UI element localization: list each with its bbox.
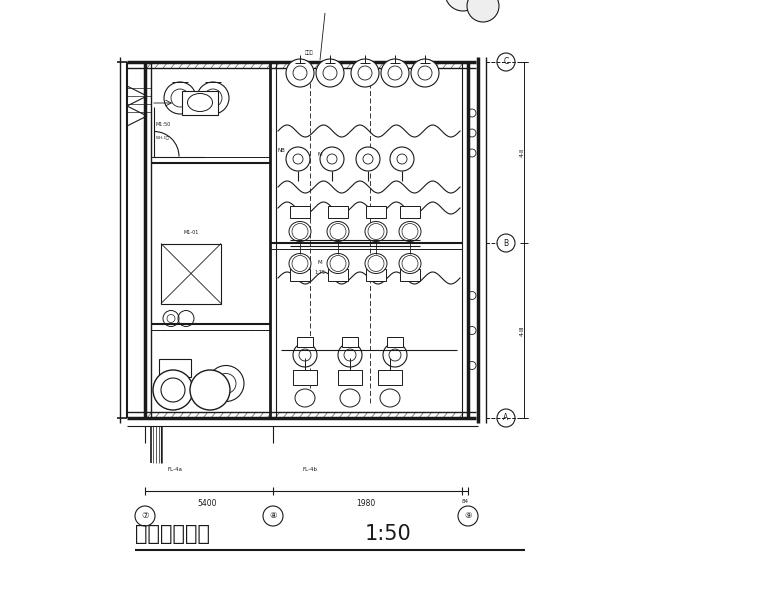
Circle shape (445, 0, 481, 11)
Circle shape (164, 82, 196, 114)
Ellipse shape (327, 222, 349, 241)
Text: M: M (318, 260, 322, 265)
Text: FL-4a: FL-4a (167, 467, 182, 472)
Ellipse shape (289, 253, 311, 274)
Bar (293, 370, 317, 385)
Bar (290, 269, 310, 281)
Bar (328, 206, 348, 218)
Bar (290, 206, 310, 218)
Circle shape (293, 343, 317, 367)
Text: M1-01: M1-01 (183, 229, 198, 234)
Ellipse shape (161, 378, 189, 408)
Bar (387, 337, 403, 347)
Circle shape (411, 59, 439, 87)
Text: 卫生间平面图: 卫生间平面图 (135, 524, 210, 544)
Circle shape (153, 370, 193, 410)
Text: 4·Ⅱ: 4·Ⅱ (520, 148, 525, 157)
Text: 4·Ⅲ: 4·Ⅲ (520, 325, 525, 336)
Bar (400, 269, 420, 281)
Ellipse shape (380, 389, 400, 407)
Text: C: C (503, 57, 508, 67)
Text: NB: NB (278, 148, 286, 153)
Ellipse shape (365, 253, 387, 274)
Text: WH-1型: WH-1型 (156, 135, 169, 139)
Circle shape (383, 343, 407, 367)
Circle shape (286, 147, 310, 171)
Circle shape (351, 59, 379, 87)
Bar (366, 206, 386, 218)
Bar (342, 337, 358, 347)
Text: 5400: 5400 (198, 499, 217, 508)
Bar (328, 269, 348, 281)
Bar (159, 359, 191, 377)
Circle shape (286, 59, 314, 87)
Text: ⑧: ⑧ (269, 511, 277, 520)
Text: ⑦: ⑦ (141, 511, 149, 520)
Text: A: A (503, 414, 508, 423)
Circle shape (197, 82, 229, 114)
Bar (378, 370, 402, 385)
Circle shape (467, 0, 499, 22)
Ellipse shape (365, 222, 387, 241)
Text: 84: 84 (461, 499, 468, 504)
Text: B: B (503, 238, 508, 247)
Circle shape (390, 147, 414, 171)
Ellipse shape (399, 222, 421, 241)
Ellipse shape (289, 222, 311, 241)
Bar (366, 269, 386, 281)
Circle shape (320, 147, 344, 171)
Bar (182, 91, 218, 114)
Text: M: M (318, 151, 322, 157)
Text: M1:50: M1:50 (156, 123, 171, 128)
Text: FL-4b: FL-4b (302, 467, 318, 472)
Circle shape (356, 147, 380, 171)
Text: 1:50: 1:50 (365, 524, 412, 544)
Bar (400, 206, 420, 218)
Bar (338, 370, 362, 385)
Circle shape (338, 343, 362, 367)
Text: 立面图: 立面图 (305, 50, 314, 55)
Text: ⑨: ⑨ (464, 511, 472, 520)
Ellipse shape (399, 253, 421, 274)
Ellipse shape (188, 94, 213, 111)
Ellipse shape (295, 389, 315, 407)
Text: 1980: 1980 (356, 499, 375, 508)
Circle shape (316, 59, 344, 87)
Circle shape (208, 365, 244, 402)
Bar (161, 244, 221, 303)
Circle shape (190, 370, 230, 410)
Ellipse shape (340, 389, 360, 407)
Circle shape (381, 59, 409, 87)
Bar (297, 337, 313, 347)
Text: 1:75: 1:75 (315, 271, 325, 275)
Ellipse shape (327, 253, 349, 274)
